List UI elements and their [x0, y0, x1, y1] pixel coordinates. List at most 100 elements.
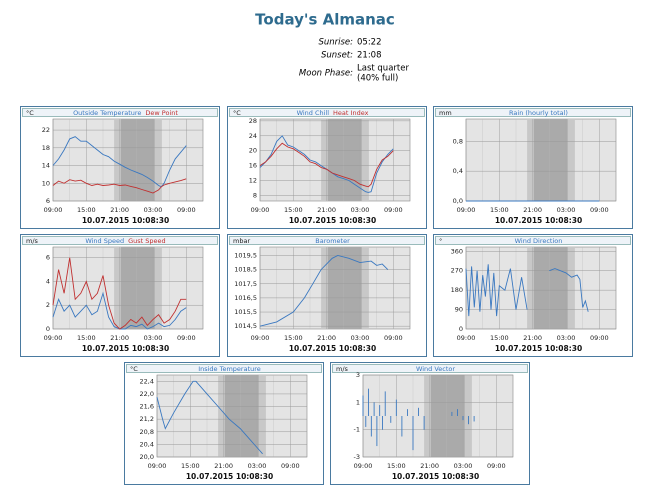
y-tick-label: 3 — [356, 371, 360, 379]
x-tick-label: 03:00 — [351, 334, 370, 342]
x-tick-label: 15:00 — [490, 334, 509, 342]
y-tick-label: 21,2 — [140, 415, 154, 423]
y-tick-label: 21,6 — [140, 403, 154, 411]
night-band — [120, 247, 155, 329]
x-tick-label: 15:00 — [490, 206, 509, 214]
unit-label: °C — [130, 365, 138, 373]
almanac-label: Sunset: — [321, 51, 353, 61]
x-tick-label: 15:00 — [284, 334, 303, 342]
chart-panel: 09:00 15:00 21:00 03:00 09:000,00,40,8mm Rain… — [433, 106, 633, 229]
chart-title: Wind Vector — [416, 365, 455, 373]
legend-entry: Rain (hourly total) — [509, 109, 568, 117]
x-tick-label: 09:00 — [384, 206, 403, 214]
night-band — [533, 119, 568, 201]
x-tick-label: 15:00 — [77, 334, 96, 342]
y-tick-label: 8 — [253, 191, 257, 199]
y-tick-label: 1019,5 — [234, 251, 257, 259]
y-tick-label: 28 — [249, 117, 257, 125]
timestamp: 10.07.2015 10:08:30 — [392, 472, 479, 481]
x-tick-label: 03:00 — [144, 334, 163, 342]
x-tick-label: 09:00 — [457, 334, 476, 342]
y-tick-label: 0,8 — [453, 137, 463, 145]
y-tick-label: 4 — [46, 277, 50, 285]
x-tick-label: 09:00 — [590, 334, 609, 342]
almanac-value: Last quarter — [357, 64, 409, 74]
y-tick-label: 20,0 — [140, 453, 154, 461]
night-band — [224, 375, 259, 457]
y-tick-label: 1 — [356, 398, 360, 406]
timestamp: 10.07.2015 10:08:30 — [495, 344, 582, 353]
x-tick-label: 03:00 — [557, 334, 576, 342]
x-tick-label: 03:00 — [351, 206, 370, 214]
x-tick-label: 21:00 — [523, 206, 542, 214]
timestamp: 10.07.2015 10:08:30 — [289, 216, 376, 225]
almanac-value: (40% full) — [357, 74, 398, 84]
legend-entry: Dew Point — [145, 109, 178, 117]
chart-title: Wind Chill Heat Index — [297, 109, 369, 117]
almanac-label: Moon Phase: — [299, 69, 353, 79]
unit-label: m/s — [336, 365, 349, 373]
panel-header — [126, 364, 322, 373]
chart-panel: 09:00 15:00 21:00 03:00 09:00 8 12 16 20 24 28 °C Wi… — [227, 106, 427, 229]
x-tick-label: 03:00 — [557, 206, 576, 214]
y-tick-label: 20,8 — [140, 428, 154, 436]
chart-title: Wind Speed Gust Speed — [85, 237, 165, 245]
y-tick-label: 14 — [42, 162, 50, 170]
chart-panel: 09:00 15:00 21:00 03:00 09:00 1014,5 1015,5 101… — [227, 234, 427, 357]
series-line — [259, 142, 394, 188]
y-tick-label: 12 — [249, 177, 257, 185]
y-tick-label: 6 — [46, 254, 50, 262]
legend-entry: Wind Direction — [515, 237, 563, 245]
almanac-value: 05:22 — [357, 38, 382, 48]
x-tick-label: 09:00 — [590, 206, 609, 214]
night-band — [327, 247, 362, 329]
chart-title: Wind Direction — [515, 237, 563, 245]
legend-entry: Wind Chill — [297, 109, 330, 117]
chart-title: Inside Temperature — [198, 365, 261, 373]
series-line — [156, 380, 263, 455]
legend-entry: Wind Vector — [416, 365, 455, 373]
timestamp: 10.07.2015 10:08:30 — [82, 216, 169, 225]
y-tick-label: 0,0 — [453, 197, 463, 205]
y-tick-label: 90 — [455, 306, 463, 314]
y-tick-label: -1 — [354, 426, 360, 434]
x-tick-label: 09:00 — [177, 206, 196, 214]
y-tick-label: 22,4 — [140, 377, 154, 385]
y-tick-label: 0,4 — [453, 167, 463, 175]
x-tick-label: 09:00 — [251, 334, 270, 342]
legend-entry: Wind Speed — [85, 237, 124, 245]
unit-label: °C — [233, 109, 241, 117]
panel-header — [229, 236, 425, 245]
y-tick-label: 1014,5 — [234, 322, 257, 330]
chart-panel: 09:00 15:00 21:00 03:00 09:0020,020,420,821,… — [124, 362, 324, 485]
panel-header — [332, 364, 528, 373]
legend-entry: Barometer — [315, 237, 350, 245]
series-line — [52, 136, 187, 188]
unit-label: °C — [26, 109, 34, 117]
x-tick-label: 21:00 — [214, 462, 233, 470]
y-tick-label: 1017,5 — [234, 280, 257, 288]
y-tick-label: 6 — [46, 197, 50, 205]
x-tick-label: 09:00 — [177, 334, 196, 342]
y-tick-label: 22,0 — [140, 390, 154, 398]
legend-entry: Heat Index — [333, 109, 369, 117]
y-tick-label: 22 — [42, 126, 50, 134]
x-tick-label: 09:00 — [148, 462, 167, 470]
chart-title: Outside Temperature Dew Point — [73, 109, 178, 117]
y-tick-label: 180 — [451, 286, 463, 294]
x-tick-label: 21:00 — [317, 206, 336, 214]
legend-entry: Gust Speed — [128, 237, 166, 245]
y-tick-label: 1018,5 — [234, 266, 257, 274]
y-tick-label: 20,4 — [140, 440, 154, 448]
page-title: Today's Almanac — [255, 11, 395, 29]
x-tick-label: 09:00 — [44, 334, 63, 342]
x-tick-label: 21:00 — [110, 206, 129, 214]
x-tick-label: 03:00 — [248, 462, 267, 470]
x-tick-label: 09:00 — [251, 206, 270, 214]
chart-title: Barometer — [315, 237, 350, 245]
